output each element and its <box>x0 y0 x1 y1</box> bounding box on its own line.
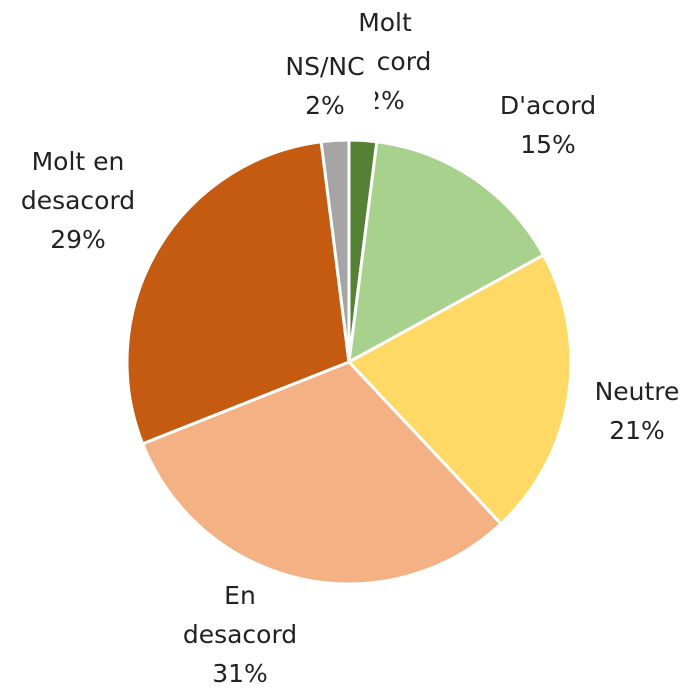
label-value: 15% <box>520 130 576 159</box>
pie-slice <box>125 140 351 446</box>
pie-slice <box>140 360 504 586</box>
pie-slice <box>347 140 546 365</box>
slice-label: Neutre 21% <box>582 372 692 450</box>
slice-label: En desacord 31% <box>173 576 308 693</box>
slice-label: Molt en desacord 29% <box>13 142 143 259</box>
label-name: En desacord <box>182 581 298 649</box>
label-value: 31% <box>212 659 268 688</box>
pie-slice <box>319 138 351 363</box>
slice-label: NS/NC 2% <box>275 47 375 125</box>
label-value: 21% <box>609 416 665 445</box>
label-value: 2% <box>305 91 345 120</box>
label-value: 29% <box>50 225 106 254</box>
label-name: Neutre <box>594 377 680 406</box>
label-name: D'acord <box>499 91 597 120</box>
pie-slice <box>346 253 573 526</box>
label-name: Molt en desacord <box>20 147 136 215</box>
slice-label: D'acord 15% <box>483 86 613 164</box>
label-name: NS/NC <box>285 52 365 81</box>
